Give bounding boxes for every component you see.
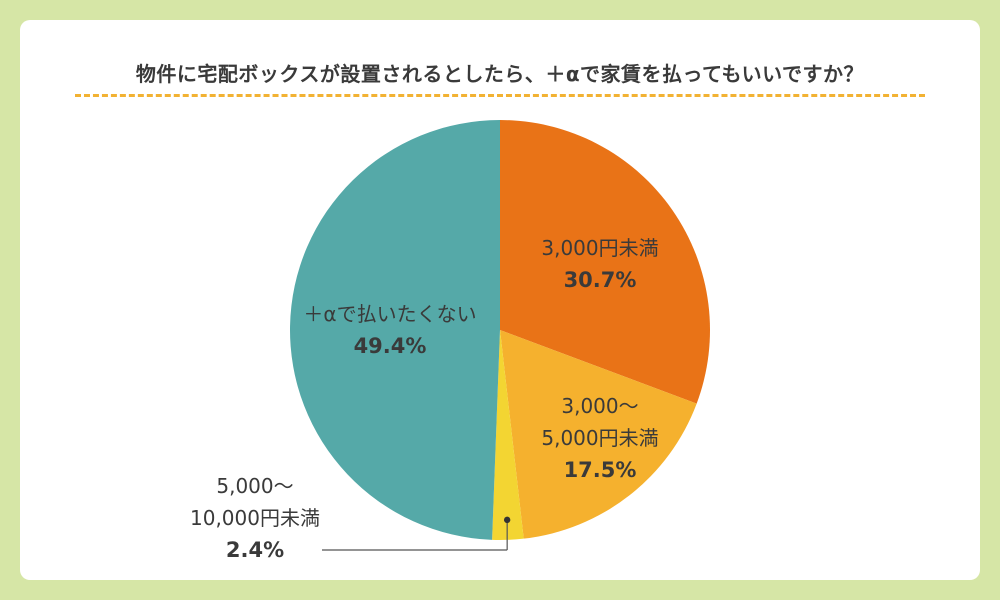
pie-slice-1 [500, 330, 697, 539]
slice-2-name-line-1: 5,000〜 [216, 474, 294, 498]
title-divider [75, 94, 925, 97]
slice-0-value: 30.7% [563, 268, 637, 292]
pie-slice-3 [289, 120, 500, 540]
slice-label-1: 3,000〜 5,000円未満 17.5% [515, 390, 685, 486]
slice-1-name-line-2: 5,000円未満 [541, 426, 659, 450]
leader-dot [503, 516, 511, 524]
chart-title: 物件に宅配ボックスが設置されるとしたら、＋αで家賃を払ってもいいですか？ [135, 62, 865, 86]
slice-label-2: 5,000〜 10,000円未満 2.4% [180, 470, 330, 566]
pie-slice-0 [500, 120, 710, 404]
slice-3-value: 49.4% [353, 334, 427, 358]
slice-3-name: ＋αで払いたくない [303, 302, 477, 326]
pie-slice-2 [492, 330, 524, 540]
slice-2-value: 2.4% [225, 538, 285, 562]
slice-1-value: 17.5% [563, 458, 637, 482]
slice-label-0: 3,000円未満 30.7% [515, 232, 685, 296]
slice-1-name-line-1: 3,000〜 [561, 394, 639, 418]
slice-0-name: 3,000円未満 [541, 236, 659, 260]
slice-label-3: ＋αで払いたくない 49.4% [280, 298, 500, 362]
slice-2-name-line-2: 10,000円未満 [190, 506, 320, 530]
